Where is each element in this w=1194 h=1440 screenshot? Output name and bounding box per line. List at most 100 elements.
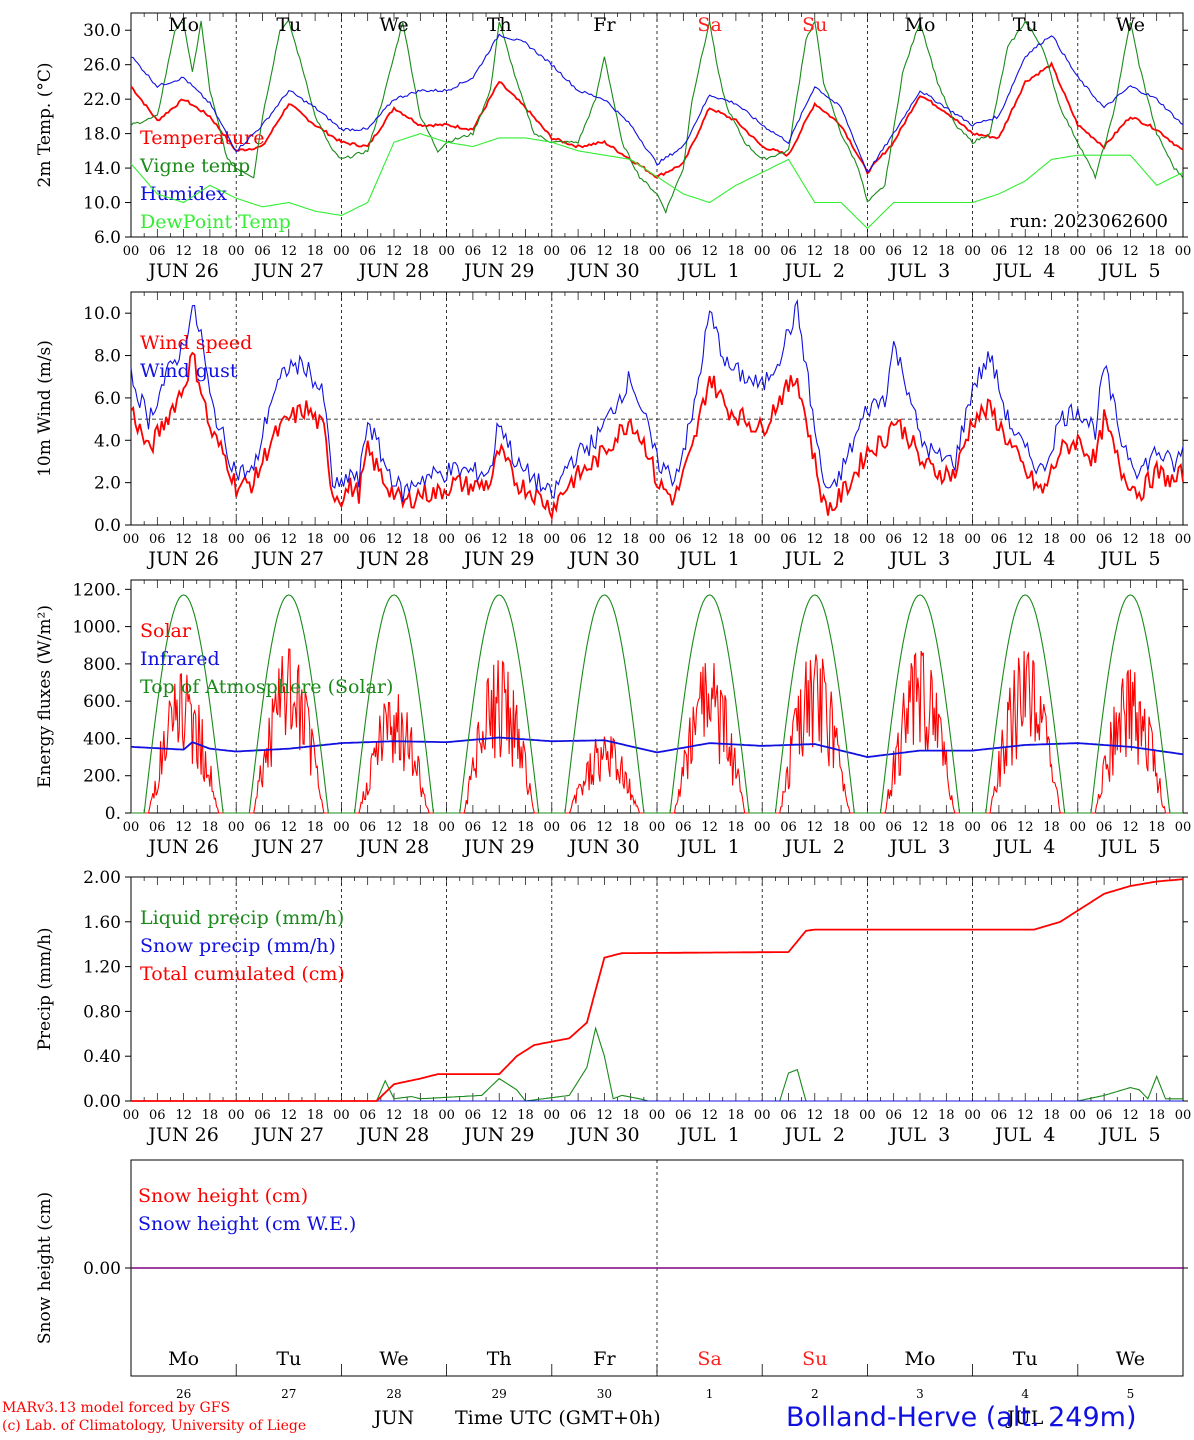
hour-label: 00 bbox=[964, 532, 981, 547]
date-label: JUN 27 bbox=[252, 1124, 324, 1146]
hour-label: 00 bbox=[754, 820, 771, 835]
day-number: 29 bbox=[492, 1387, 507, 1401]
hour-label: 12 bbox=[1122, 1108, 1139, 1123]
hour-label: 12 bbox=[1122, 820, 1139, 835]
date-label: JUN 28 bbox=[357, 1124, 429, 1146]
hour-label: 12 bbox=[807, 820, 824, 835]
legend-entry: Wind gust bbox=[140, 360, 238, 382]
y-tick-label: 10.0 bbox=[83, 304, 121, 324]
hour-label: 18 bbox=[833, 532, 850, 547]
date-label: JUL 5 bbox=[1098, 836, 1160, 858]
hour-label: 18 bbox=[202, 1108, 219, 1123]
hour-label: 00 bbox=[649, 1108, 666, 1123]
hour-label: 00 bbox=[123, 244, 140, 259]
run-label: run: 2023062600 bbox=[1010, 211, 1168, 232]
model-line: MARv3.13 model forced by GFS bbox=[2, 1400, 231, 1416]
hour-label: 00 bbox=[1070, 532, 1087, 547]
hour-label: 00 bbox=[123, 820, 140, 835]
series-line bbox=[130, 61, 1184, 179]
hour-label: 18 bbox=[412, 244, 429, 259]
date-label: JUL 2 bbox=[783, 1124, 845, 1146]
day-number: 28 bbox=[386, 1387, 401, 1401]
hour-label: 00 bbox=[1175, 820, 1192, 835]
hour-label: 12 bbox=[912, 244, 929, 259]
hour-label: 12 bbox=[491, 820, 508, 835]
hour-label: 06 bbox=[254, 244, 271, 259]
date-label: JUL 5 bbox=[1098, 260, 1160, 282]
y-tick-label: 30.0 bbox=[83, 21, 121, 41]
hour-label: 00 bbox=[1070, 1108, 1087, 1123]
hour-label: 12 bbox=[386, 532, 403, 547]
hour-label: 06 bbox=[359, 820, 376, 835]
hour-label: 00 bbox=[859, 244, 876, 259]
date-label: JUN 26 bbox=[146, 548, 218, 570]
hour-label: 06 bbox=[991, 244, 1008, 259]
y-tick-label: 1.60 bbox=[83, 913, 121, 933]
hour-label: 18 bbox=[938, 244, 955, 259]
hour-label: 18 bbox=[517, 532, 534, 547]
hour-label: 18 bbox=[938, 1108, 955, 1123]
hour-label: 18 bbox=[1148, 244, 1165, 259]
day-number: 3 bbox=[916, 1387, 924, 1401]
hour-label: 18 bbox=[728, 532, 745, 547]
hour-label: 00 bbox=[859, 1108, 876, 1123]
hour-label: 06 bbox=[675, 244, 692, 259]
y-tick-label: 0.80 bbox=[83, 1002, 121, 1022]
hour-label: 18 bbox=[202, 244, 219, 259]
y-tick-label: 10.0 bbox=[83, 194, 121, 214]
legend-entry: Total cumulated (cm) bbox=[140, 963, 345, 985]
y-tick-label: 6.0 bbox=[94, 389, 121, 409]
hour-label: 06 bbox=[254, 532, 271, 547]
weekday-label: Th bbox=[487, 14, 512, 36]
hour-label: 00 bbox=[1070, 244, 1087, 259]
y-axis-title: Snow height (cm) bbox=[35, 1192, 55, 1344]
legend-entry: Temperature bbox=[140, 127, 264, 149]
hour-label: 12 bbox=[1017, 244, 1034, 259]
weekday-label: Su bbox=[802, 1348, 827, 1370]
date-label: JUL 3 bbox=[888, 548, 950, 570]
hour-label: 12 bbox=[386, 820, 403, 835]
month-label-left: JUN bbox=[372, 1407, 414, 1429]
hour-label: 18 bbox=[938, 820, 955, 835]
hour-label: 00 bbox=[544, 532, 561, 547]
hour-label: 18 bbox=[622, 532, 639, 547]
credit-line: (c) Lab. of Climatology, University of L… bbox=[2, 1418, 307, 1434]
date-label: JUN 30 bbox=[567, 1124, 639, 1146]
hour-label: 18 bbox=[1148, 532, 1165, 547]
legend-entry: Top of Atmosphere (Solar) bbox=[140, 676, 393, 698]
date-label: JUL 1 bbox=[677, 836, 739, 858]
hour-label: 00 bbox=[1070, 820, 1087, 835]
weekday-label: Tu bbox=[1013, 1348, 1038, 1370]
hour-label: 18 bbox=[1148, 820, 1165, 835]
hour-label: 12 bbox=[596, 820, 613, 835]
date-label: JUL 1 bbox=[677, 548, 739, 570]
y-tick-label: 1200. bbox=[72, 580, 121, 600]
y-tick-label: 0. bbox=[105, 804, 121, 824]
hour-label: 18 bbox=[517, 1108, 534, 1123]
weekday-label: Su bbox=[802, 14, 827, 36]
hour-label: 06 bbox=[780, 1108, 797, 1123]
hour-label: 06 bbox=[149, 532, 166, 547]
weekday-label: Fr bbox=[593, 1348, 616, 1370]
y-axis-title: Energy fluxes (W/m²) bbox=[35, 605, 55, 788]
hour-label: 18 bbox=[938, 532, 955, 547]
y-tick-label: 800. bbox=[83, 655, 121, 675]
hour-label: 12 bbox=[1017, 820, 1034, 835]
hour-label: 18 bbox=[307, 1108, 324, 1123]
day-number: 26 bbox=[176, 1387, 191, 1401]
date-label: JUL 2 bbox=[783, 836, 845, 858]
y-tick-label: 0.40 bbox=[83, 1047, 121, 1067]
date-label: JUN 30 bbox=[567, 836, 639, 858]
date-label: JUN 29 bbox=[462, 1124, 534, 1146]
hour-label: 06 bbox=[991, 820, 1008, 835]
y-tick-label: 6.0 bbox=[94, 228, 121, 248]
date-label: JUN 30 bbox=[567, 548, 639, 570]
hour-label: 18 bbox=[833, 1108, 850, 1123]
day-number: 4 bbox=[1021, 1387, 1029, 1401]
hour-label: 06 bbox=[1096, 244, 1113, 259]
date-label: JUL 3 bbox=[888, 1124, 950, 1146]
y-tick-label: 4.0 bbox=[94, 431, 121, 451]
hour-label: 12 bbox=[175, 244, 192, 259]
date-label: JUN 30 bbox=[567, 260, 639, 282]
hour-label: 12 bbox=[1017, 1108, 1034, 1123]
